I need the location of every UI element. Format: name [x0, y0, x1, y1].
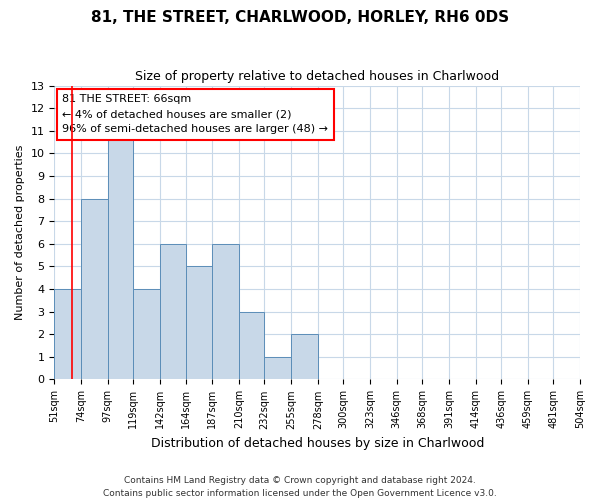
- Bar: [160, 244, 185, 380]
- Text: Contains HM Land Registry data © Crown copyright and database right 2024.
Contai: Contains HM Land Registry data © Crown c…: [103, 476, 497, 498]
- Text: 81 THE STREET: 66sqm
← 4% of detached houses are smaller (2)
96% of semi-detache: 81 THE STREET: 66sqm ← 4% of detached ho…: [62, 94, 328, 134]
- Text: 81, THE STREET, CHARLWOOD, HORLEY, RH6 0DS: 81, THE STREET, CHARLWOOD, HORLEY, RH6 0…: [91, 10, 509, 25]
- Bar: [81, 198, 108, 380]
- Bar: [185, 266, 212, 380]
- Y-axis label: Number of detached properties: Number of detached properties: [15, 145, 25, 320]
- Bar: [265, 357, 291, 380]
- Bar: [239, 312, 265, 380]
- Bar: [291, 334, 318, 380]
- Bar: [55, 289, 81, 380]
- Title: Size of property relative to detached houses in Charlwood: Size of property relative to detached ho…: [135, 70, 499, 83]
- Bar: [212, 244, 239, 380]
- Bar: [108, 131, 133, 380]
- X-axis label: Distribution of detached houses by size in Charlwood: Distribution of detached houses by size …: [151, 437, 484, 450]
- Bar: [133, 289, 160, 380]
